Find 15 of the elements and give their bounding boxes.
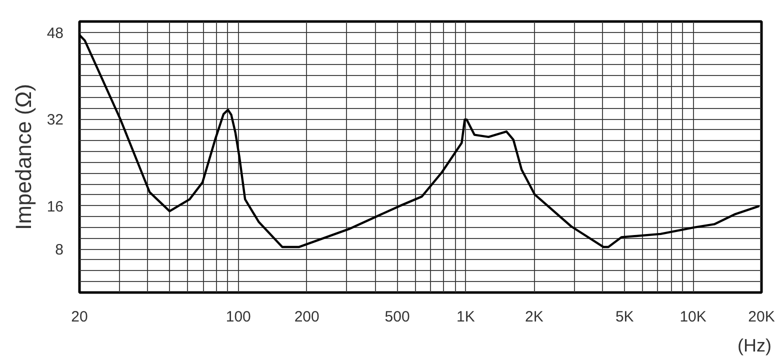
x-tick-label: 5K (615, 308, 634, 326)
x-tick-label: 20 (71, 308, 88, 326)
x-tick-label: 100 (226, 308, 251, 326)
y-tick-label: 8 (55, 242, 64, 259)
y-axis-title: Impedance (Ω) (10, 84, 36, 230)
x-tick-label: 10K (680, 308, 706, 326)
x-tick-label: 2K (524, 308, 544, 326)
x-tick-label: 20K (748, 308, 775, 326)
y-tick-label: 16 (46, 198, 64, 216)
y-tick-label: 32 (46, 112, 64, 129)
x-axis-title: (Hz) (738, 336, 772, 356)
x-tick-label: 200 (294, 308, 320, 326)
x-tick-label: 1K (456, 308, 475, 326)
x-tick-label: 500 (384, 308, 410, 326)
y-tick-label: 48 (46, 24, 64, 42)
